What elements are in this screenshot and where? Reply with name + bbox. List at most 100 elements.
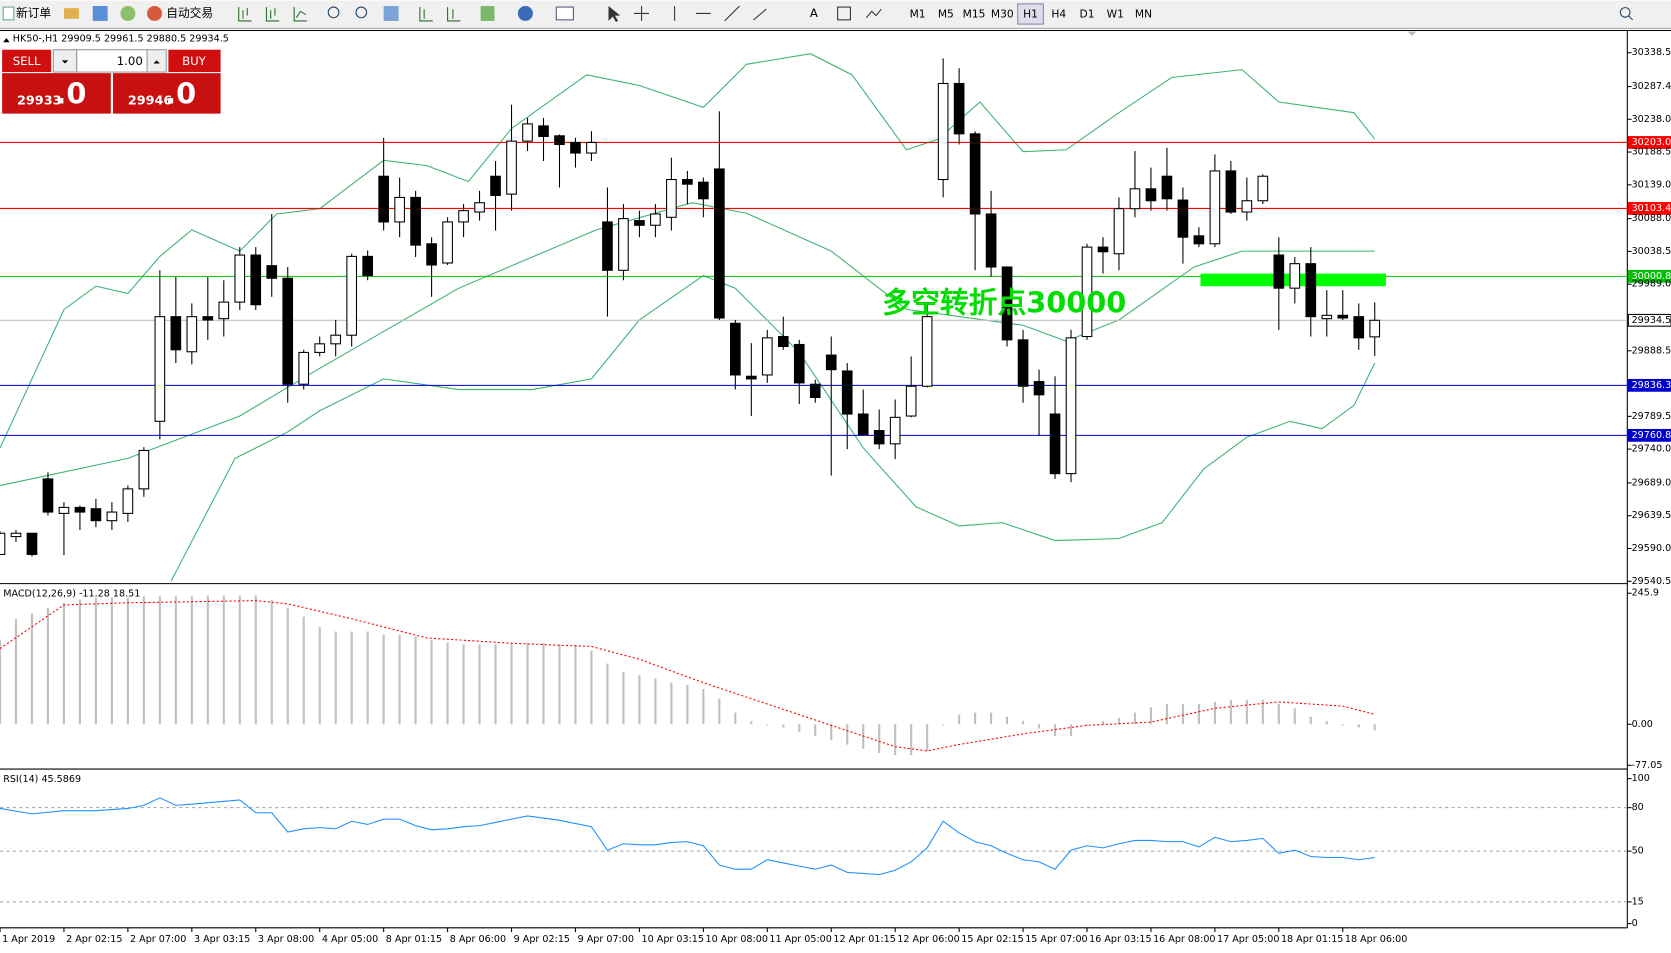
template-icon[interactable]	[555, 6, 574, 21]
candle-body	[714, 168, 725, 319]
sell-button[interactable]	[2, 49, 52, 73]
buy-price[interactable]: 29946	[128, 93, 173, 108]
x-tick-label: 8 Apr 06:00	[450, 934, 506, 945]
search-icon[interactable]	[1619, 7, 1631, 18]
candle-body	[1193, 235, 1205, 245]
candle-body	[745, 375, 757, 380]
candle-body	[985, 213, 997, 268]
x-tick-label: 9 Apr 07:00	[578, 934, 634, 945]
buy-label[interactable]: BUY	[182, 54, 207, 68]
level-tag	[1627, 136, 1671, 149]
auto-trade-icon[interactable]	[147, 5, 162, 21]
new-order[interactable]: 新订单	[16, 6, 51, 20]
candle-body	[1145, 188, 1157, 202]
y-tick-label: 29989.0	[1632, 279, 1671, 290]
tool-icon[interactable]	[120, 5, 136, 21]
period-icon[interactable]	[517, 5, 533, 21]
period-button[interactable]: H4	[1051, 8, 1066, 21]
candle-body	[650, 213, 661, 226]
y-tick-label: 29740.0	[1632, 444, 1671, 455]
x-tick-label: 4 Apr 05:00	[322, 934, 378, 945]
rsi-line	[0, 797, 1375, 876]
annotation: 多空转折点30000	[882, 285, 1126, 319]
periods: M1 M5 M15 M30 H1 H4 D1 W1 MN	[910, 3, 1152, 25]
candle-body	[330, 334, 342, 345]
candle-body	[1209, 170, 1221, 245]
tile-icon[interactable]	[383, 5, 399, 21]
candle-body	[1065, 337, 1077, 475]
candle-body	[953, 82, 965, 135]
volume[interactable]: 1.00	[117, 54, 143, 68]
period-button[interactable]: M15	[963, 8, 986, 21]
candle-body	[1353, 316, 1365, 339]
auto-trade[interactable]: 自动交易	[166, 6, 213, 20]
candle-body	[1273, 254, 1285, 289]
candle-body	[442, 221, 453, 264]
period-button[interactable]: D1	[1080, 8, 1095, 21]
indicator-icon[interactable]	[480, 5, 495, 21]
y-tick-label: 29540.5	[1632, 576, 1671, 587]
x-tick-label: 18 Apr 06:00	[1345, 934, 1407, 945]
text-icon[interactable]: A	[810, 6, 818, 20]
crosshair-icon[interactable]	[634, 5, 650, 21]
period-button[interactable]: M5	[938, 8, 954, 21]
line-icon[interactable]	[293, 7, 307, 22]
period-button[interactable]: MN	[1135, 8, 1152, 21]
buy-price-box[interactable]	[112, 73, 221, 114]
candle-body	[122, 488, 134, 514]
sell-price-fraction[interactable]: .0	[55, 77, 86, 111]
sell-label[interactable]: SELL	[13, 54, 41, 68]
rsi-plot	[0, 797, 1628, 903]
symbol-marker	[3, 37, 10, 43]
shift-icon[interactable]	[447, 7, 461, 22]
rsi-title: RSI(14) 45.5869	[3, 774, 81, 785]
bar-chart-icon[interactable]	[238, 7, 252, 22]
candle-body	[586, 141, 597, 154]
candle-icon[interactable]	[265, 7, 280, 22]
level-label: 29760.8	[1632, 430, 1671, 441]
candle-body	[554, 135, 565, 145]
cursor-icon[interactable]	[608, 5, 621, 22]
buy-price-fraction[interactable]: .0	[165, 77, 196, 111]
candle-body	[1097, 246, 1109, 253]
scroll-icon[interactable]	[419, 7, 433, 22]
y-tick-label: 0.00	[1632, 719, 1653, 730]
candle-body	[1241, 200, 1253, 213]
zoom-in[interactable]	[327, 6, 340, 19]
sell-price[interactable]: 29933	[17, 93, 61, 108]
draw-icons[interactable]	[674, 5, 767, 22]
buy-button[interactable]	[168, 49, 221, 73]
period-button[interactable]: M30	[991, 8, 1014, 21]
candle-body	[154, 316, 166, 422]
signal-line	[0, 600, 1375, 752]
x-tick-label: 15 Apr 07:00	[1025, 934, 1087, 945]
candle-body	[218, 301, 230, 320]
y-tick-label: 30139.0	[1632, 179, 1671, 190]
label-icon[interactable]	[837, 6, 851, 21]
period-active[interactable]	[1017, 3, 1044, 25]
search-icon[interactable]	[1627, 15, 1634, 21]
x-tick-label: 10 Apr 03:15	[642, 934, 704, 945]
arrows-icon[interactable]	[865, 8, 882, 19]
candle-body	[905, 385, 917, 417]
candle-body	[170, 316, 182, 351]
y-tick-label: 245.9	[1632, 588, 1659, 599]
tool-icon[interactable]	[63, 8, 79, 19]
x-tick-label: 16 Apr 03:15	[1089, 934, 1151, 945]
period-button[interactable]: H1	[1023, 8, 1038, 21]
tool-icon[interactable]	[92, 5, 108, 21]
zoom-out[interactable]	[355, 6, 368, 19]
period-button[interactable]: M1	[910, 8, 926, 21]
candle-body	[106, 511, 118, 522]
x-tick-label: 12 Apr 01:15	[833, 934, 895, 945]
candle-body	[506, 140, 517, 195]
period-button[interactable]: W1	[1107, 8, 1124, 21]
sell-price-box[interactable]	[2, 73, 111, 114]
level-label: 29934.5	[1632, 315, 1671, 326]
chart-bg	[0, 30, 1628, 928]
new-order-icon[interactable]	[2, 6, 15, 21]
candle-body	[266, 265, 278, 279]
candle-body	[74, 506, 86, 513]
candle-body	[90, 508, 102, 522]
y-tick-label: 15	[1632, 896, 1644, 907]
